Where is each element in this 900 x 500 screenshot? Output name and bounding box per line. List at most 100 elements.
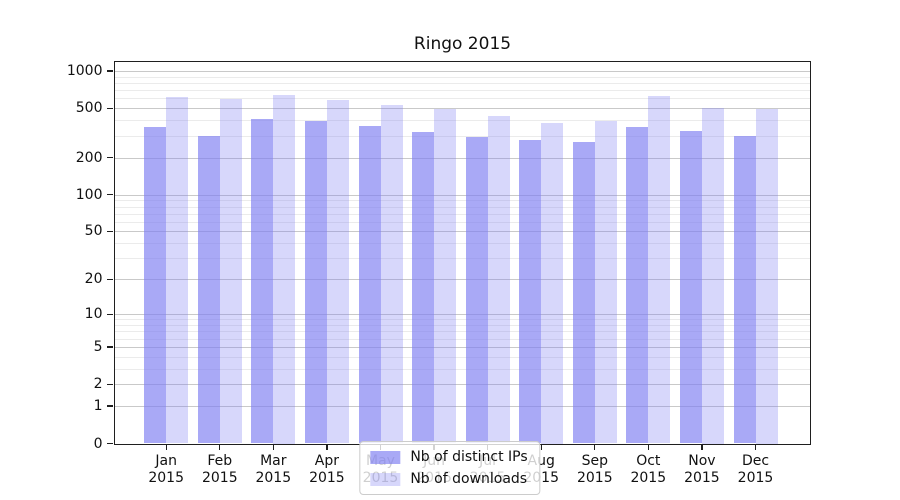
gridline-minor [114, 356, 810, 358]
bar-distinct-ips-aug [519, 139, 542, 444]
legend-swatch-distinct-ips [370, 450, 401, 464]
bar-downloads-dec [755, 109, 778, 444]
y-tick [106, 346, 113, 348]
y-tick-label: 1000 [66, 62, 103, 79]
legend-swatch-downloads [370, 472, 401, 486]
bar-downloads-jul [487, 115, 510, 444]
bar-downloads-apr [326, 99, 349, 444]
x-tick-label: Dec 2015 [737, 452, 774, 486]
y-tick [106, 107, 113, 109]
x-tick-label: Feb 2015 [201, 452, 238, 486]
y-tick [106, 442, 113, 445]
y-tick-label: 2 [93, 376, 103, 393]
gridline-minor [114, 319, 810, 321]
x-tick-label: Jan 2015 [148, 452, 184, 486]
x-tick [701, 445, 703, 450]
bar-distinct-ips-sep [572, 142, 595, 444]
bar-downloads-may [380, 104, 403, 444]
bar-downloads-jun [434, 109, 457, 444]
gridline-major [114, 194, 810, 196]
x-tick-label: Mar 2015 [255, 452, 292, 486]
bar-distinct-ips-jan [144, 126, 167, 444]
gridline-major [114, 108, 810, 110]
gridline-minor [114, 76, 810, 78]
y-tick [106, 278, 113, 280]
gridline-minor [114, 368, 810, 370]
x-tick [165, 445, 167, 450]
gridline-minor [114, 338, 810, 340]
bar-downloads-feb [219, 99, 242, 444]
bar-distinct-ips-oct [626, 127, 649, 444]
gridline-minor [114, 258, 810, 260]
y-tick-label: 50 [84, 223, 103, 240]
y-tick-label: 0 [93, 435, 103, 452]
y-tick [106, 193, 113, 196]
gridline-minor [114, 331, 810, 333]
x-tick [540, 445, 542, 450]
x-tick [594, 445, 596, 450]
legend: Nb of distinct IPs Nb of downloads [359, 441, 541, 495]
gridline-minor [114, 221, 810, 223]
bar-distinct-ips-feb [197, 135, 220, 444]
x-tick [754, 445, 757, 450]
gridline-major [114, 70, 810, 72]
bar-downloads-sep [594, 120, 617, 444]
y-tick-label: 20 [84, 271, 103, 288]
bar-downloads-oct [648, 96, 671, 444]
x-tick [326, 445, 328, 450]
bar-downloads-nov [701, 108, 724, 444]
x-tick-label: Nov 2015 [684, 452, 720, 486]
gridline-major [114, 406, 810, 408]
y-tick-label: 10 [84, 306, 103, 323]
x-tick [219, 445, 221, 450]
legend-item-distinct-ips: Nb of distinct IPs [370, 449, 528, 465]
bar-distinct-ips-mar [251, 118, 274, 444]
y-tick-label: 100 [75, 186, 103, 203]
legend-label-distinct-ips: Nb of distinct IPs [410, 449, 528, 465]
gridline-minor [114, 325, 810, 326]
gridline-minor [114, 120, 810, 122]
gridline-minor [114, 206, 810, 208]
gridline-minor [114, 98, 810, 100]
y-tick-label: 1 [93, 398, 103, 415]
legend-label-downloads: Nb of downloads [410, 471, 528, 487]
gridline-major [114, 231, 810, 233]
x-tick-label: Apr 2015 [309, 452, 345, 486]
y-tick [106, 70, 113, 72]
gridline-major [114, 157, 810, 159]
y-tick-label: 5 [93, 338, 103, 355]
y-tick [106, 156, 113, 159]
y-tick [106, 405, 113, 407]
bar-distinct-ips-apr [304, 120, 327, 444]
gridline-major [114, 346, 810, 348]
y-tick [106, 383, 113, 385]
gridline-major [114, 384, 810, 386]
gridline-minor [114, 82, 810, 84]
bar-distinct-ips-may [358, 125, 381, 444]
bar-distinct-ips-nov [679, 130, 702, 444]
gridline-minor [114, 213, 810, 215]
y-tick-label: 500 [75, 100, 103, 117]
y-tick-label: 200 [75, 149, 103, 166]
x-tick [647, 445, 649, 450]
bar-distinct-ips-dec [733, 136, 756, 444]
gridline-minor [114, 243, 810, 245]
gridline-major [114, 279, 810, 281]
x-tick-label: Oct 2015 [630, 452, 667, 486]
x-tick [272, 445, 274, 450]
plot-area: 1000 500 200 100 50 20 10 5 2 1 0 Jan 2015 Feb 2015 Mar… [67, 60, 811, 486]
gridline-major [114, 314, 810, 316]
gridline-minor [114, 90, 810, 92]
y-tick [106, 313, 113, 315]
x-tick-label: Sep 2015 [576, 452, 613, 486]
bar-distinct-ips-jul [465, 136, 488, 444]
bar-downloads-mar [273, 94, 296, 444]
y-tick [106, 230, 113, 233]
gridline-minor [114, 135, 810, 137]
chart-title: Ringo 2015 [413, 34, 512, 54]
bar-downloads-aug [541, 122, 564, 444]
gridline-minor [114, 200, 810, 202]
bar-distinct-ips-jun [412, 132, 435, 444]
legend-item-downloads: Nb of downloads [370, 471, 527, 487]
